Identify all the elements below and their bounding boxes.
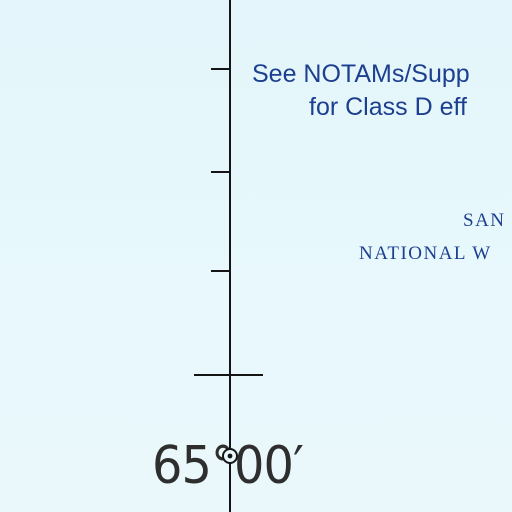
notam-note-line1: See NOTAMs/Supp [252, 60, 470, 88]
meridian-tick-minor [211, 68, 229, 70]
meridian-tick-minor [211, 270, 229, 272]
area-label-line2: NATIONAL W [359, 243, 492, 264]
meridian-line [229, 0, 231, 470]
notam-note-line2: for Class D eff [309, 93, 467, 121]
area-label-line1: SAN [463, 210, 506, 231]
meridian-tick-minor [211, 171, 229, 173]
meridian-tick-major [194, 374, 263, 376]
reporting-point-icon [222, 448, 238, 464]
longitude-label: 65°00′ [152, 436, 304, 496]
meridian-line-lower [229, 462, 231, 512]
